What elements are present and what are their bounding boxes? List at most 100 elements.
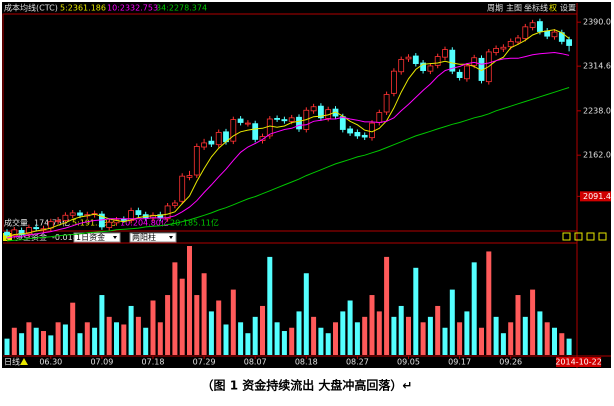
candle-body — [471, 57, 478, 66]
fund-bar — [354, 322, 360, 355]
candle-body — [427, 65, 434, 72]
panel-icon[interactable] — [586, 232, 595, 241]
fund-bar — [362, 316, 368, 355]
candle-body — [208, 140, 215, 145]
fund-bar — [442, 327, 448, 355]
panel-icon[interactable] — [562, 232, 571, 241]
dropdown[interactable] — [129, 232, 177, 243]
candle-body — [259, 136, 266, 141]
x-tick-label: 2014-10-22 — [555, 358, 602, 367]
candle-body — [237, 118, 244, 123]
period-icon[interactable] — [20, 358, 28, 365]
panel-icon[interactable] — [574, 232, 583, 241]
candle-body — [310, 106, 317, 112]
candle-body — [4, 231, 10, 236]
y-tick-label: 2390.0 — [583, 18, 611, 27]
date-marker — [556, 357, 602, 367]
candle-body — [135, 210, 142, 216]
fund-bar — [208, 311, 214, 355]
fund-bar — [92, 327, 98, 355]
fund-bar — [500, 333, 506, 355]
fund-bar — [566, 338, 572, 355]
indicator-value: -0.0180 — [52, 233, 83, 242]
x-tick-label: 07.09 — [90, 358, 113, 367]
fund-bar — [464, 311, 470, 355]
dropdown[interactable] — [73, 232, 121, 243]
caption: （图 1 资金持续流出 大盘冲高回落）↵ — [202, 378, 413, 393]
fund-bar — [157, 322, 163, 355]
candle-body — [544, 30, 551, 37]
candle-body — [412, 55, 419, 64]
candle-body — [62, 214, 69, 221]
candle-body — [420, 62, 427, 71]
candle-body — [405, 56, 412, 60]
candle-body — [537, 21, 543, 32]
candle-body — [296, 116, 302, 130]
toolbar-item[interactable]: 设置 — [560, 3, 576, 13]
candle-body — [201, 142, 208, 148]
toolbar-item[interactable]: 权 — [549, 3, 557, 13]
legend-entry: 5:2361.186 — [60, 4, 106, 13]
candle-body — [500, 46, 507, 50]
fund-bar — [187, 246, 192, 355]
fund-bar — [406, 316, 411, 355]
fund-bar — [11, 327, 17, 355]
fund-bar — [230, 289, 236, 355]
fund-bar — [165, 295, 171, 355]
fund-bar — [48, 335, 54, 355]
fund-bar — [238, 322, 244, 355]
fund-bar — [33, 327, 39, 355]
y-tick-label: 2162.0 — [583, 151, 611, 160]
candle-body — [529, 22, 536, 28]
fund-bar — [41, 331, 46, 355]
y-tick-label: 2091.4 — [583, 192, 611, 201]
fund-bar — [515, 295, 521, 355]
volume-legend: 10:204.80亿 — [120, 218, 169, 228]
candle-body — [244, 122, 251, 125]
price-marker — [580, 191, 611, 202]
candle-body — [566, 39, 572, 46]
fund-bar — [143, 327, 149, 355]
candle-body — [398, 59, 405, 73]
panel-icon[interactable] — [598, 232, 607, 241]
fund-bar — [201, 273, 207, 355]
toolbar-item[interactable]: 坐标线 — [524, 3, 548, 13]
fund-bar — [106, 316, 112, 355]
candle-body — [25, 227, 32, 235]
candle-body — [551, 31, 558, 38]
fund-bar — [303, 273, 309, 355]
x-tick-label: 07.29 — [193, 358, 216, 367]
fund-bar — [62, 324, 68, 355]
dropdown-label: 两阳柱 — [132, 232, 156, 242]
y-tick-label: 2314.6 — [583, 62, 611, 71]
fund-bar — [340, 311, 346, 355]
candle-body — [193, 146, 200, 176]
x-tick-label: 08.18 — [295, 358, 318, 367]
fund-bar — [4, 338, 10, 355]
fund-bar — [281, 331, 287, 355]
y-tick-label: 2238.0 — [583, 106, 611, 115]
candle-body — [120, 218, 127, 221]
candle-body — [456, 71, 463, 78]
fund-bar — [508, 322, 514, 355]
x-tick-label: 09.05 — [397, 358, 420, 367]
fund-bar — [493, 316, 499, 355]
toolbar-item[interactable]: 周期 — [487, 4, 503, 13]
x-tick-label: 08.07 — [244, 358, 267, 367]
candle-body — [522, 26, 529, 39]
fund-bar — [289, 327, 295, 355]
candle-body — [186, 175, 193, 178]
candle-body — [515, 37, 521, 43]
fund-bar — [559, 333, 565, 355]
dropdown-arrow — [113, 236, 117, 239]
legend-entry: 34:2278.374 — [156, 4, 207, 13]
toolbar-item[interactable]: 主图 — [506, 3, 522, 13]
fund-bar — [427, 316, 433, 355]
fund-bar — [471, 262, 477, 355]
fund-bar — [413, 267, 419, 355]
candle-body — [383, 94, 390, 113]
fund-bar — [172, 262, 178, 355]
candle-body — [266, 118, 273, 137]
fund-bar — [267, 256, 273, 355]
